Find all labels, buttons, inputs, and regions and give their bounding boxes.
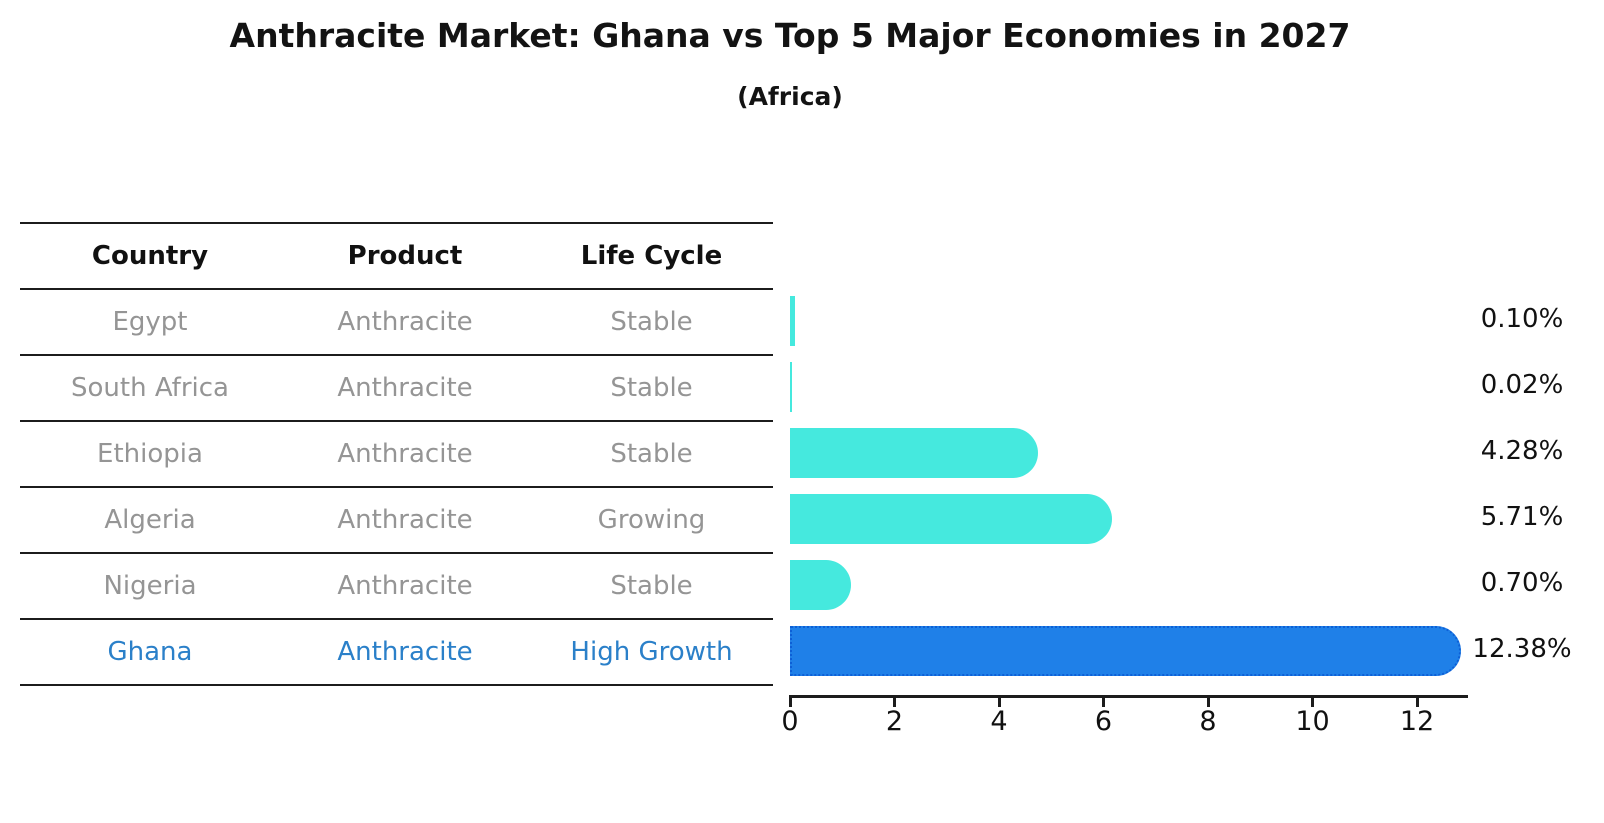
country-table: Country Product Life Cycle Egypt Anthraci… (20, 222, 773, 686)
table-header-row: Country Product Life Cycle (20, 222, 773, 288)
x-axis-line (789, 695, 1468, 698)
table-cell-country: Egypt (112, 307, 188, 337)
x-tick-mark-2 (893, 698, 896, 707)
x-tick-mark-6 (1102, 698, 1105, 707)
table-cell-life-cycle: Stable (610, 571, 693, 601)
chart-subtitle: (Africa) (737, 82, 843, 111)
table-cell-life-cycle: Stable (610, 439, 693, 469)
table-cell-country: Ghana (107, 637, 193, 667)
x-tick-mark-12 (1415, 698, 1419, 707)
x-tick-label-6: 6 (1094, 706, 1113, 737)
table-cell-product: Anthracite (337, 637, 473, 667)
table-cell-life-cycle: Stable (610, 373, 693, 403)
table-cell-life-cycle: Stable (610, 307, 693, 337)
bar-algeria (790, 494, 1113, 544)
table-row-egypt: Egypt Anthracite Stable (20, 288, 773, 354)
chart-title: Anthracite Market: Ghana vs Top 5 Major … (229, 16, 1351, 55)
bar-egypt (790, 296, 796, 346)
value-label-ethiopia: 4.28% (1480, 436, 1564, 466)
table-cell-country: Algeria (104, 505, 196, 535)
table-row-algeria: Algeria Anthracite Growing (20, 486, 773, 552)
table-row-ethiopia: Ethiopia Anthracite Stable (20, 420, 773, 486)
bar-ghana (790, 626, 1461, 676)
table-row-south-africa: South Africa Anthracite Stable (20, 354, 773, 420)
table-row-ghana: Ghana Anthracite High Growth (20, 618, 773, 684)
table-header-product: Product (347, 241, 463, 271)
x-tick-mark-10 (1311, 698, 1314, 707)
bar-south-africa (790, 362, 792, 412)
table-cell-life-cycle: Growing (597, 505, 706, 535)
x-tick-label-4: 4 (990, 706, 1008, 737)
table-cell-country: South Africa (71, 373, 229, 403)
value-label-egypt: 0.10% (1480, 304, 1564, 334)
value-label-nigeria: 0.70% (1480, 568, 1564, 598)
table-header-life-cycle: Life Cycle (580, 241, 723, 271)
x-tick-label-8: 8 (1199, 706, 1217, 737)
value-label-south-africa: 0.02% (1480, 370, 1564, 400)
table-cell-product: Anthracite (337, 373, 473, 403)
table-body: Egypt Anthracite Stable South Africa Anthrac… (20, 288, 773, 684)
table-cell-life-cycle: High Growth (570, 637, 733, 667)
value-label-algeria: 5.71% (1480, 502, 1564, 532)
table-cell-product: Anthracite (337, 307, 473, 337)
table-cell-product: Anthracite (337, 439, 473, 469)
x-tick-mark-8 (1206, 698, 1210, 707)
x-tick-mark-0 (788, 698, 792, 707)
bar-ethiopia (790, 428, 1038, 478)
x-tick-label-0: 0 (781, 706, 799, 737)
x-tick-label-12: 12 (1399, 706, 1435, 737)
table-cell-country: Nigeria (103, 571, 197, 601)
value-label-ghana: 12.38% (1472, 634, 1572, 664)
table-cell-country: Ethiopia (97, 439, 203, 469)
x-tick-mark-4 (997, 698, 1001, 707)
table-cell-product: Anthracite (337, 505, 473, 535)
x-tick-label-10: 10 (1295, 706, 1330, 737)
table-cell-product: Anthracite (337, 571, 473, 601)
bar-nigeria (790, 560, 851, 610)
table-row-nigeria: Nigeria Anthracite Stable (20, 552, 773, 618)
x-tick-label-2: 2 (885, 706, 904, 737)
table-header-country: Country (91, 241, 209, 271)
